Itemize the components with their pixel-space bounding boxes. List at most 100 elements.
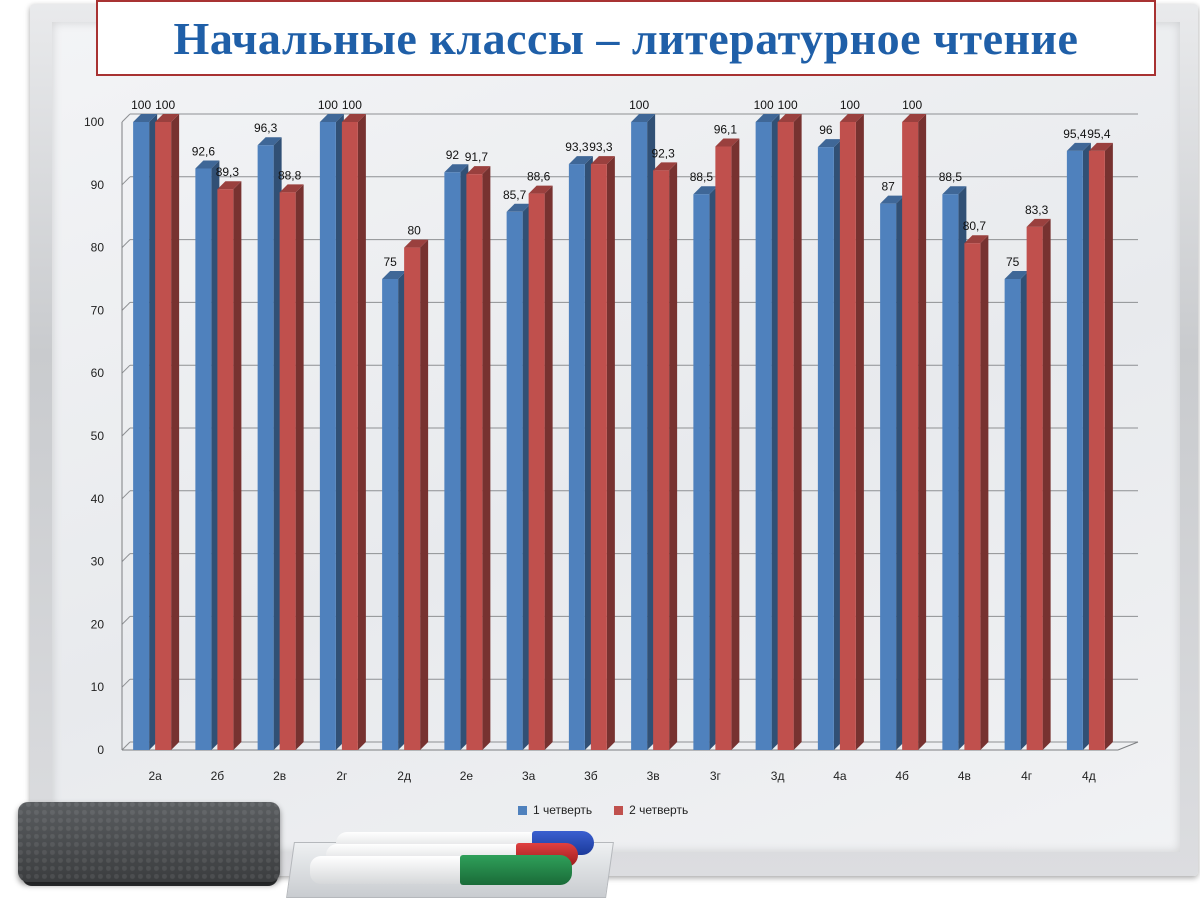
data-label-series2: 100 bbox=[902, 98, 922, 112]
x-tick-label: 3д bbox=[771, 769, 785, 783]
y-tick-label: 40 bbox=[91, 492, 105, 506]
bar-series2-top bbox=[528, 185, 553, 194]
bar-series1 bbox=[631, 122, 648, 750]
bar-series2-side bbox=[1104, 142, 1113, 750]
bar-series1-top bbox=[444, 164, 469, 173]
bar-series1 bbox=[755, 122, 772, 750]
bar-series2 bbox=[839, 122, 856, 750]
data-label-series1: 87 bbox=[881, 180, 895, 194]
bar-series2 bbox=[653, 170, 670, 750]
bar-series2-top bbox=[715, 138, 740, 147]
data-label-series2: 95,4 bbox=[1087, 127, 1111, 141]
bar-series2-side bbox=[544, 185, 553, 751]
x-tick-label: 3в bbox=[647, 769, 660, 783]
bar-series1 bbox=[817, 147, 834, 750]
data-label-series2: 91,7 bbox=[465, 150, 489, 164]
bar-series2-side bbox=[669, 162, 678, 750]
bar-series2 bbox=[1088, 150, 1105, 750]
gridline-depth bbox=[121, 239, 131, 248]
gridline-depth bbox=[121, 302, 131, 311]
x-tick-label: 4б bbox=[895, 769, 909, 783]
data-label-series2: 96,1 bbox=[714, 122, 738, 136]
bar-series2-top bbox=[1088, 142, 1113, 151]
bar-series2-side bbox=[295, 184, 304, 750]
y-tick-label: 30 bbox=[91, 555, 105, 569]
bar-series1 bbox=[382, 279, 399, 750]
bar-series1 bbox=[693, 194, 710, 751]
data-label-series1: 93,3 bbox=[565, 140, 589, 154]
y-tick-label: 60 bbox=[91, 366, 105, 380]
x-tick-label: 4г bbox=[1021, 769, 1033, 783]
data-label-series2: 88,8 bbox=[278, 168, 302, 182]
bar-series1 bbox=[195, 168, 212, 751]
data-label-series2: 89,3 bbox=[216, 165, 240, 179]
bar-series1-top bbox=[257, 137, 282, 146]
bar-series2-top bbox=[902, 114, 927, 122]
bar-series2 bbox=[777, 122, 794, 750]
bar-series2-side bbox=[980, 235, 989, 751]
x-tick-label: 4а bbox=[833, 769, 847, 783]
legend-item-series1: 1 четверть bbox=[518, 803, 592, 817]
chart-legend: 1 четверть 2 четверть bbox=[518, 803, 688, 817]
bar-series2 bbox=[279, 192, 296, 750]
data-label-series1: 100 bbox=[629, 98, 649, 112]
bar-series2-side bbox=[606, 156, 615, 751]
bar-series1 bbox=[1004, 279, 1021, 750]
data-label-series1: 95,4 bbox=[1063, 127, 1087, 141]
bar-series1 bbox=[319, 122, 336, 750]
gridline-depth bbox=[121, 364, 131, 374]
y-tick-label: 20 bbox=[91, 617, 105, 631]
data-label-series2: 80 bbox=[407, 224, 421, 238]
bar-series2-top bbox=[466, 166, 491, 175]
data-label-series2: 100 bbox=[778, 98, 798, 112]
legend-item-series2: 2 четверть bbox=[614, 803, 688, 817]
bar-series2-top bbox=[653, 162, 678, 171]
data-label-series1: 96 bbox=[819, 123, 833, 137]
y-tick-label: 10 bbox=[91, 680, 105, 694]
data-label-series2: 83,3 bbox=[1025, 203, 1049, 217]
x-tick-label: 2е bbox=[460, 769, 474, 783]
bar-series1-top bbox=[506, 203, 531, 212]
bar-series1-top bbox=[693, 186, 718, 195]
bar-series2 bbox=[466, 174, 483, 750]
bar-series2-side bbox=[482, 166, 491, 750]
bar-series1-top bbox=[1066, 142, 1091, 151]
legend-swatch-series2 bbox=[614, 805, 624, 815]
x-tick-label: 2д bbox=[397, 769, 411, 783]
bar-series2-top bbox=[155, 114, 180, 122]
x-tick-label: 4в bbox=[958, 769, 971, 783]
data-label-series1: 96,3 bbox=[254, 121, 278, 135]
bar-series2-top bbox=[404, 239, 429, 248]
bar-series2 bbox=[964, 243, 981, 751]
bar-series1-top bbox=[133, 114, 158, 122]
data-label-series1: 75 bbox=[383, 255, 397, 269]
legend-label-series2: 2 четверть bbox=[629, 803, 689, 817]
bar-series2 bbox=[715, 146, 732, 750]
bar-series2-top bbox=[839, 114, 864, 122]
gridline-depth bbox=[121, 741, 131, 751]
chart-title: Начальные классы – литературное чтение bbox=[173, 12, 1079, 64]
title-box: Начальные классы – литературное чтение bbox=[96, 0, 1156, 76]
gridline-depth bbox=[121, 616, 131, 625]
bar-series2 bbox=[404, 247, 421, 750]
y-tick-label: 100 bbox=[84, 115, 104, 129]
bar-series2-side bbox=[171, 114, 180, 750]
bar-series1 bbox=[506, 211, 523, 750]
data-label-series2: 100 bbox=[840, 98, 860, 112]
bar-series2-side bbox=[420, 239, 429, 750]
x-tick-label: 4д bbox=[1082, 769, 1096, 783]
x-tick-label: 3г bbox=[710, 769, 722, 783]
data-label-series2: 92,3 bbox=[651, 146, 675, 160]
bar-series1-top bbox=[568, 156, 593, 165]
bar-series1 bbox=[1066, 150, 1083, 750]
x-tick-label: 3а bbox=[522, 769, 536, 783]
bar-series2-top bbox=[279, 184, 304, 193]
bar-series2-top bbox=[590, 156, 615, 165]
data-label-series1: 75 bbox=[1006, 255, 1020, 269]
bar-series1-top bbox=[319, 114, 344, 122]
data-label-series2: 93,3 bbox=[589, 140, 613, 154]
gridline-depth bbox=[121, 678, 131, 688]
data-label-series1: 85,7 bbox=[503, 188, 527, 202]
bar-series1-top bbox=[195, 160, 220, 169]
